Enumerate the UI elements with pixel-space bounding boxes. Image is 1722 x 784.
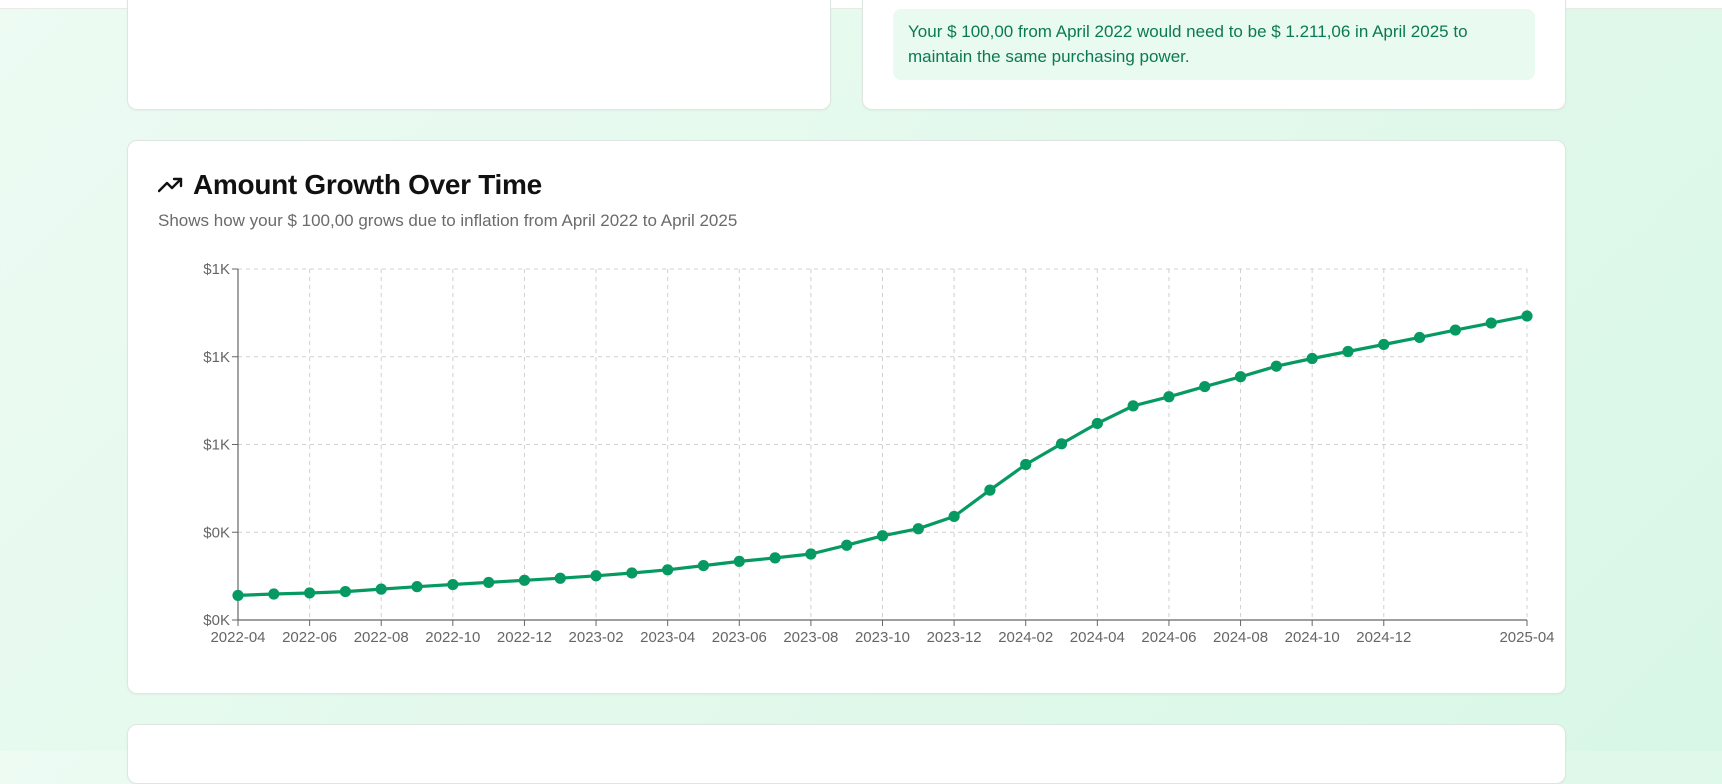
data-point <box>662 564 674 576</box>
data-point <box>411 581 423 593</box>
data-point <box>841 539 853 551</box>
x-tick-label: 2023-08 <box>783 629 838 646</box>
result-message: Your $ 100,00 from April 2022 would need… <box>893 9 1535 80</box>
y-tick-label: $1K <box>203 261 230 278</box>
x-tick-label: 2025-04 <box>1499 629 1554 646</box>
x-tick-label: 2022-04 <box>210 629 265 646</box>
data-point <box>268 588 280 600</box>
data-point <box>1020 458 1032 471</box>
data-point <box>232 589 244 602</box>
x-tick-label: 2022-08 <box>354 629 409 646</box>
data-point <box>339 585 352 598</box>
x-tick-label: 2024-12 <box>1356 629 1411 646</box>
x-tick-label: 2023-02 <box>569 629 624 646</box>
chart-title-row: Amount Growth Over Time <box>158 169 1538 201</box>
data-point <box>1378 338 1390 351</box>
top-bar <box>0 0 1722 9</box>
x-tick-label: 2022-06 <box>282 629 337 646</box>
chart-title: Amount Growth Over Time <box>193 169 542 200</box>
data-point <box>590 570 602 582</box>
data-point <box>1234 371 1247 383</box>
data-point <box>554 572 566 584</box>
x-tick-label: 2023-10 <box>855 629 910 646</box>
x-tick-label: 2022-12 <box>497 629 552 646</box>
data-point <box>1199 380 1211 393</box>
data-point <box>984 484 996 496</box>
data-point <box>1413 331 1426 344</box>
y-tick-label: $1K <box>203 437 230 454</box>
x-tick-label: 2024-10 <box>1285 629 1340 646</box>
data-point <box>518 574 531 586</box>
line-chart: $0K $0K $1K $1K $1K 2022-04 2022-06 2022-08 2022… <box>203 261 1554 646</box>
data-point <box>912 523 924 535</box>
y-tick-label: $0K <box>203 524 230 541</box>
next-card <box>127 724 1566 784</box>
y-tick-label: $1K <box>203 349 230 366</box>
data-point <box>1091 417 1103 430</box>
trending-up-icon <box>158 177 183 193</box>
data-point <box>805 548 817 560</box>
data-point <box>1270 360 1282 372</box>
data-point <box>1127 400 1139 412</box>
chart-card: Amount Growth Over Time Shows how your $… <box>127 140 1566 694</box>
data-point <box>948 510 960 523</box>
data-point <box>1485 317 1497 329</box>
input-card <box>127 0 831 110</box>
result-card: Your $ 100,00 from April 2022 would need… <box>862 0 1566 110</box>
chart-header: Amount Growth Over Time Shows how your $… <box>158 169 1538 231</box>
x-tick-label: 2023-12 <box>927 629 982 646</box>
x-tick-label: 2024-04 <box>1070 629 1125 646</box>
data-point <box>1521 310 1533 322</box>
data-point <box>447 578 459 591</box>
data-point <box>626 567 638 579</box>
data-point <box>375 583 387 595</box>
x-tick-label: 2023-06 <box>712 629 767 646</box>
chart-subtitle: Shows how your $ 100,00 grows due to inf… <box>158 211 738 230</box>
data-point <box>1055 438 1068 450</box>
x-tick-label: 2022-10 <box>425 629 480 646</box>
data-point <box>1306 352 1318 365</box>
x-tick-label: 2024-08 <box>1213 629 1268 646</box>
data-point <box>1342 345 1354 358</box>
data-point <box>483 576 495 589</box>
y-tick-label: $0K <box>203 612 230 629</box>
data-point <box>304 587 316 599</box>
x-tick-label: 2023-04 <box>640 629 695 646</box>
x-tick-label: 2024-02 <box>998 629 1053 646</box>
data-point <box>769 552 781 564</box>
x-tick-label: 2024-06 <box>1141 629 1196 646</box>
data-point <box>697 559 710 572</box>
data-point <box>1163 391 1175 403</box>
data-point <box>876 530 889 542</box>
data-point <box>733 555 745 567</box>
data-point <box>1449 324 1461 336</box>
